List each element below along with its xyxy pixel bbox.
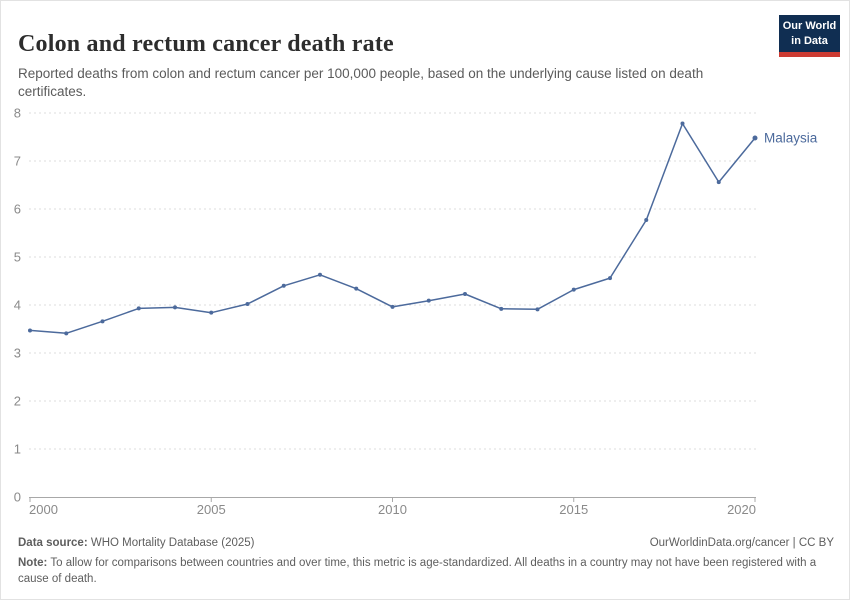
chart-subtitle: Reported deaths from colon and rectum ca… — [18, 65, 704, 99]
data-point[interactable] — [499, 306, 504, 311]
data-point[interactable] — [463, 291, 467, 296]
data-point[interactable] — [571, 287, 576, 292]
y-axis-tick-label: 7 — [14, 154, 21, 169]
series-line[interactable] — [29, 122, 756, 335]
note-label: Note: — [18, 556, 48, 569]
owid-logo-line2: in Data — [791, 34, 828, 47]
x-axis-tick-label: 2020 — [727, 502, 756, 517]
x-axis-tick-label: 2000 — [29, 502, 58, 517]
data-point[interactable] — [281, 283, 286, 288]
data-point[interactable] — [354, 286, 359, 291]
data-source: Data source: WHO Mortality Database (202… — [18, 535, 254, 552]
data-point[interactable] — [245, 302, 250, 307]
data-point[interactable] — [318, 272, 322, 277]
y-axis-tick-label: 2 — [14, 394, 21, 409]
data-point[interactable] — [28, 328, 32, 333]
data-point[interactable] — [680, 121, 685, 126]
data-point[interactable] — [752, 135, 758, 141]
footer-source-row: Data source: WHO Mortality Database (202… — [18, 535, 834, 552]
data-point[interactable] — [100, 319, 105, 324]
page-title: Colon and rectum cancer death rate — [18, 31, 394, 58]
note-text: To allow for comparisons between countri… — [18, 556, 817, 586]
x-axis-tick-label: 2015 — [559, 502, 588, 517]
data-point[interactable] — [716, 180, 721, 185]
data-point[interactable] — [426, 298, 431, 303]
data-source-label: Data source: — [18, 537, 88, 549]
data-point[interactable] — [136, 306, 141, 311]
data-point[interactable] — [644, 218, 649, 223]
y-axis-tick-label: 1 — [14, 442, 21, 457]
data-point[interactable] — [535, 307, 540, 312]
line-chart: 0 1 2 3 4 5 6 7 8 2000 2005 2010 2015 2020 Malaysia — [14, 106, 818, 518]
data-point[interactable] — [608, 276, 612, 281]
chart-footer: Data source: WHO Mortality Database (202… — [18, 535, 834, 588]
data-source-value: WHO Mortality Database (2025) — [87, 537, 255, 549]
entity-label[interactable]: Malaysia — [764, 130, 818, 145]
y-axis-tick-label: 3 — [14, 346, 21, 361]
owid-logo[interactable]: Our World in Data — [779, 15, 840, 57]
x-axis-tick-label: 2005 — [197, 502, 226, 517]
data-point[interactable] — [64, 331, 69, 336]
y-axis-tick-label: 0 — [14, 490, 21, 505]
y-axis-tick-label: 8 — [14, 106, 21, 121]
data-point[interactable] — [390, 304, 395, 309]
y-axis-tick-label: 4 — [14, 298, 21, 313]
y-axis-tick-label: 6 — [14, 202, 21, 217]
owid-cc-link[interactable]: OurWorldinData.org/cancer | CC BY — [649, 537, 834, 549]
data-point[interactable] — [209, 310, 214, 315]
y-axis-tick-label: 5 — [14, 250, 21, 265]
footer-note: Note: To allow for comparisons between c… — [18, 555, 834, 588]
owid-logo-line1: Our World — [782, 20, 837, 33]
x-axis-tick-label: 2010 — [378, 502, 407, 517]
data-point[interactable] — [173, 305, 177, 310]
